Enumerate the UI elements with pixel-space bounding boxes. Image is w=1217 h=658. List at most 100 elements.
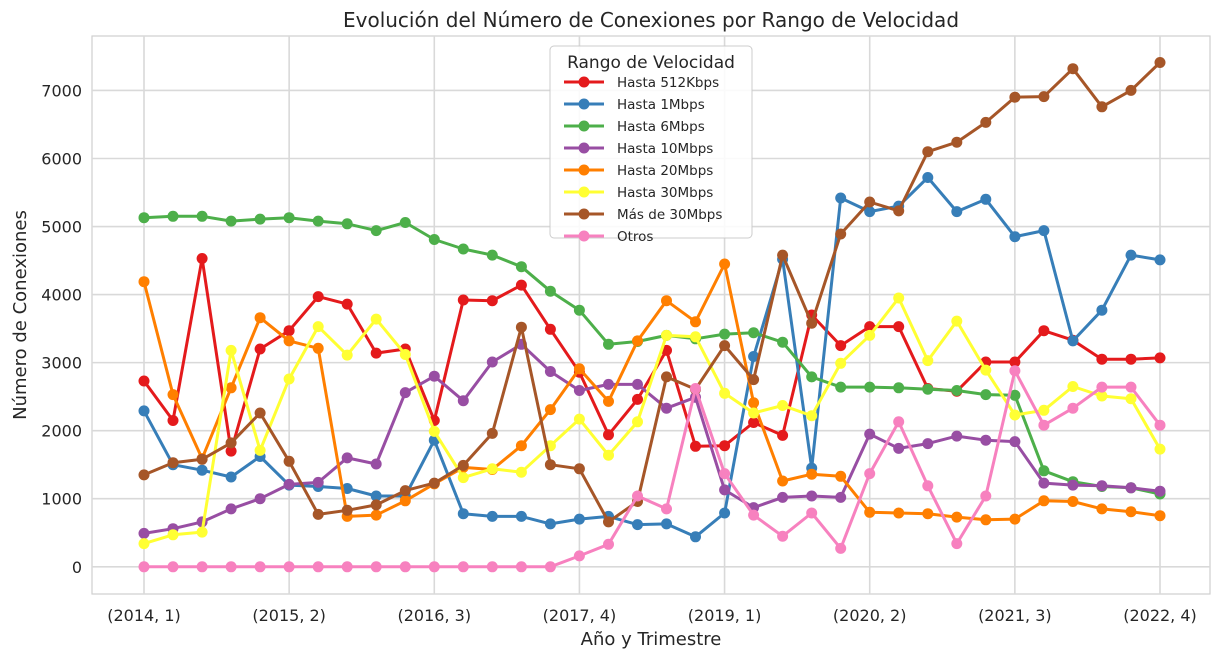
data-point xyxy=(486,561,498,573)
data-point xyxy=(748,407,760,419)
legend-item: Otros xyxy=(564,229,653,245)
y-tick-label: 2000 xyxy=(41,422,82,441)
data-point xyxy=(341,452,353,464)
data-point xyxy=(196,453,208,465)
x-tick-label: (2015, 2) xyxy=(252,606,326,625)
x-axis-label: Año y Trimestre xyxy=(581,629,722,650)
data-point xyxy=(1067,335,1079,347)
x-tick-label: (2016, 3) xyxy=(398,606,472,625)
data-point xyxy=(312,321,324,333)
data-point xyxy=(1096,390,1108,402)
data-point xyxy=(254,312,266,324)
legend-label: Hasta 6Mbps xyxy=(617,119,705,135)
data-point xyxy=(428,234,440,245)
data-point xyxy=(835,542,847,554)
data-point xyxy=(864,381,876,393)
legend-marker xyxy=(578,186,590,198)
data-point xyxy=(341,218,353,230)
data-point xyxy=(486,510,498,522)
y-tick-label: 5000 xyxy=(41,218,82,237)
data-point xyxy=(312,508,324,520)
data-point xyxy=(573,413,585,425)
data-point xyxy=(515,321,527,333)
data-point xyxy=(632,378,643,390)
data-point xyxy=(980,434,992,446)
data-point xyxy=(951,136,963,148)
data-point xyxy=(980,490,992,502)
data-point xyxy=(283,373,295,385)
data-point xyxy=(835,192,847,204)
data-point xyxy=(283,335,295,347)
data-point xyxy=(893,416,905,428)
data-point xyxy=(196,253,208,264)
data-point xyxy=(922,438,934,450)
data-point xyxy=(893,292,905,304)
data-point xyxy=(370,225,382,237)
data-point xyxy=(457,472,469,484)
data-point xyxy=(1067,479,1079,491)
data-point xyxy=(1038,325,1050,337)
data-point xyxy=(1125,393,1137,405)
series-4 xyxy=(138,338,1166,539)
data-point xyxy=(1096,304,1108,316)
data-point xyxy=(573,550,585,562)
legend-marker xyxy=(578,98,590,110)
data-point xyxy=(1096,503,1108,515)
data-point xyxy=(515,279,527,291)
data-point xyxy=(603,538,614,550)
data-point xyxy=(864,468,876,480)
data-point xyxy=(167,561,179,573)
data-point xyxy=(138,527,150,539)
data-point xyxy=(138,375,150,387)
data-point xyxy=(225,561,237,573)
data-point xyxy=(370,561,382,573)
data-point xyxy=(312,561,324,573)
data-point xyxy=(544,459,556,471)
data-point xyxy=(719,387,731,399)
legend-label: Más de 30Mbps xyxy=(617,207,722,223)
data-point xyxy=(341,349,353,361)
data-point xyxy=(544,366,556,377)
data-point xyxy=(1067,63,1079,75)
data-point xyxy=(544,323,556,335)
data-point xyxy=(893,507,905,519)
data-point xyxy=(515,561,527,573)
data-point xyxy=(225,344,237,356)
data-point xyxy=(835,340,847,352)
data-point xyxy=(1038,419,1050,431)
data-point xyxy=(196,561,208,573)
legend: Rango de Velocidad Hasta 512Kbps Hasta 1M… xyxy=(549,45,753,245)
data-point xyxy=(428,561,440,573)
data-point xyxy=(573,385,585,396)
data-point xyxy=(777,400,789,411)
data-point xyxy=(457,508,469,520)
data-point xyxy=(428,370,440,382)
data-point xyxy=(457,294,469,306)
x-tick-label: (2019, 1) xyxy=(688,606,762,625)
data-point xyxy=(922,172,934,183)
data-point xyxy=(1009,231,1021,243)
data-point xyxy=(980,116,992,128)
data-point xyxy=(1009,356,1021,368)
data-point xyxy=(370,499,382,511)
data-point xyxy=(777,491,789,503)
data-point xyxy=(515,466,527,478)
data-point xyxy=(399,349,411,360)
data-point xyxy=(254,343,266,355)
data-point xyxy=(486,427,498,439)
data-point xyxy=(225,215,237,227)
data-point xyxy=(225,503,237,515)
data-point xyxy=(806,317,818,329)
data-point xyxy=(457,395,469,407)
data-point xyxy=(1096,101,1108,113)
data-point xyxy=(283,212,295,224)
y-tick-label: 4000 xyxy=(41,286,82,305)
legend-item: Hasta 512Kbps xyxy=(564,75,719,91)
data-point xyxy=(980,514,992,526)
data-point xyxy=(748,327,760,339)
legend-marker xyxy=(578,164,590,176)
data-point xyxy=(1125,84,1137,96)
series-7 xyxy=(138,57,1166,528)
data-point xyxy=(661,329,672,341)
